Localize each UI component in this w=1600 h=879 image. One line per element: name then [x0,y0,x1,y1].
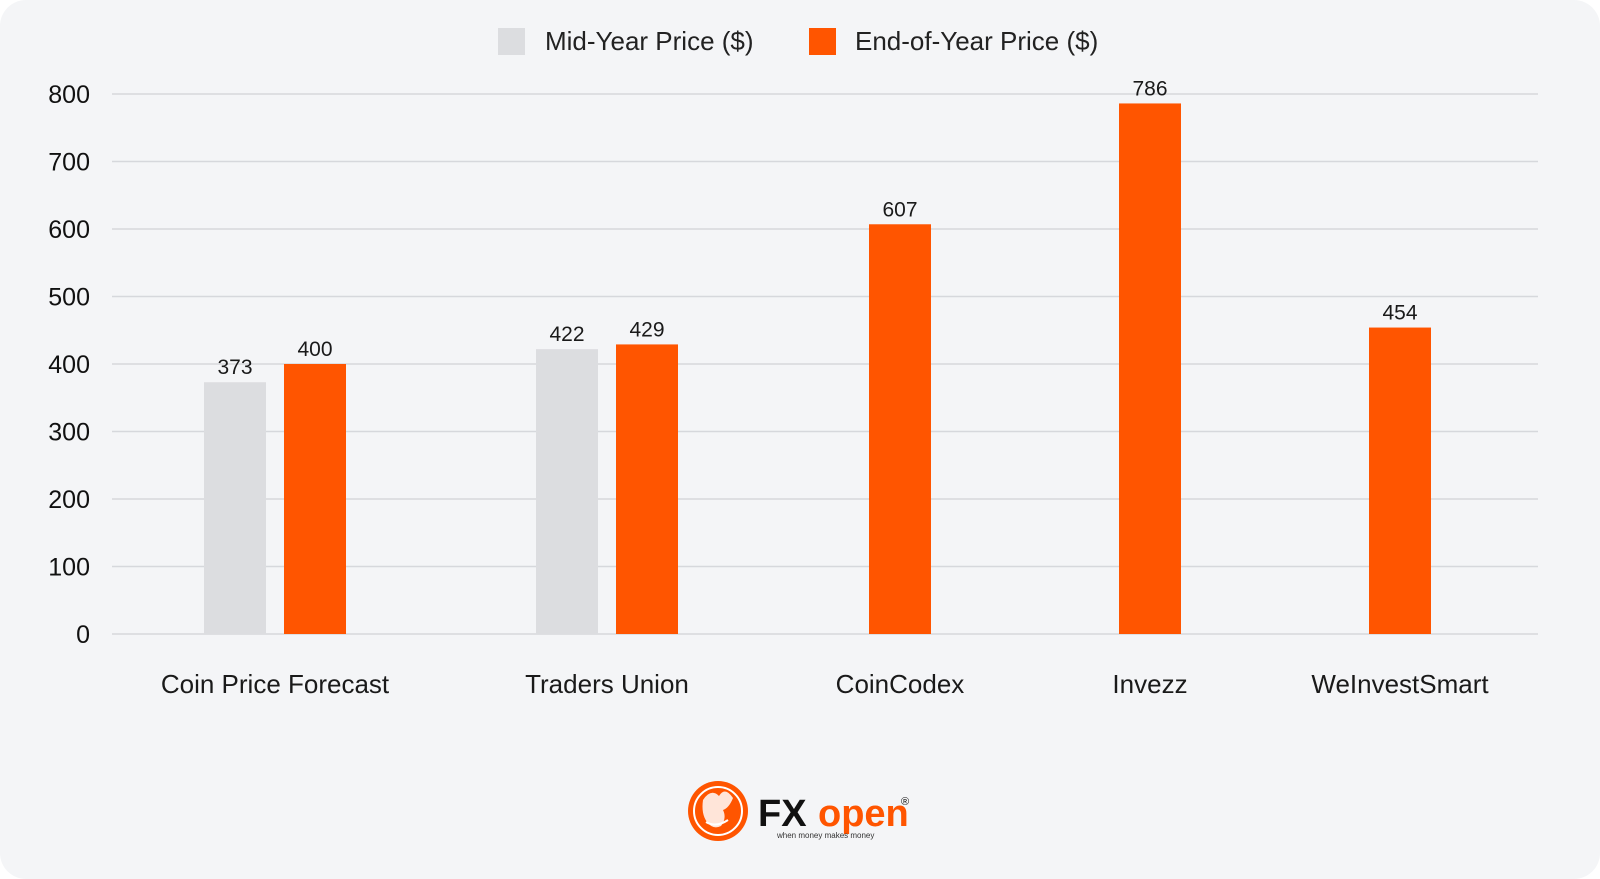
category-label: WeInvestSmart [1311,669,1489,699]
data-label: 429 [629,318,664,341]
bar-end-of-year [1369,327,1431,634]
y-tick-label: 200 [48,486,90,514]
legend-swatch-mid-year [498,28,525,55]
bar-end-of-year [284,364,346,634]
y-tick-label: 100 [48,554,90,582]
fxopen-logo: FX open ® when money makes money [688,781,909,841]
data-label: 373 [217,356,252,379]
y-tick-label: 800 [48,81,90,109]
bar-mid-year [536,349,598,634]
legend: Mid-Year Price ($) End-of-Year Price ($) [498,26,1098,56]
bar-mid-year [204,382,266,634]
data-label: 400 [297,338,332,361]
data-labels: 373 400 422 429 607 786 454 [217,77,1417,379]
legend-label-end-of-year: End-of-Year Price ($) [855,26,1098,56]
bar-end-of-year [1119,103,1181,634]
data-label: 786 [1132,77,1167,100]
y-tick-label: 700 [48,149,90,177]
y-tick-label: 400 [48,351,90,379]
y-tick-label: 0 [76,621,90,649]
bull-emblem-icon [688,781,748,841]
legend-swatch-end-of-year [809,28,836,55]
y-tick-label: 300 [48,419,90,447]
category-label: Coin Price Forecast [161,669,390,699]
bar-end-of-year [869,224,931,634]
logo-brand-fx: FX [758,793,807,835]
data-label: 422 [549,323,584,346]
data-label: 454 [1382,302,1417,325]
y-axis-ticks: 0 100 200 300 400 500 600 700 800 [48,81,90,649]
logo-registered-mark: ® [901,796,909,808]
y-tick-label: 500 [48,284,90,312]
logo-brand-open: open [818,793,909,835]
logo-tagline: when money makes money [776,831,874,840]
bar-end-of-year [616,344,678,634]
x-axis-categories: Coin Price Forecast Traders Union CoinCode… [161,669,1490,699]
data-label: 607 [882,198,917,221]
gridlines [112,93,1538,635]
category-label: Invezz [1112,669,1187,699]
legend-label-mid-year: Mid-Year Price ($) [545,26,754,56]
y-tick-label: 600 [48,216,90,244]
category-label: Traders Union [525,669,689,699]
bars [204,103,1431,634]
category-label: CoinCodex [836,669,965,699]
